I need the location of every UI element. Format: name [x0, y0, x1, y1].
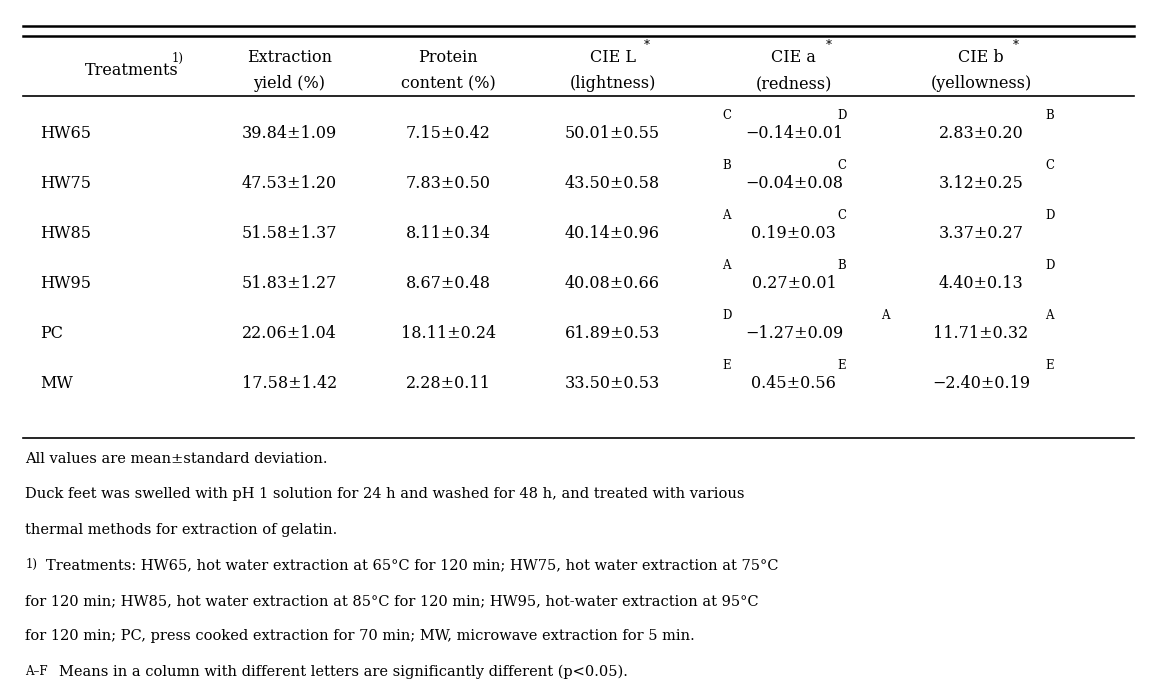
- Text: 50.01±0.55: 50.01±0.55: [565, 125, 661, 142]
- Text: D: D: [722, 309, 731, 322]
- Text: 51.83±1.27: 51.83±1.27: [242, 275, 337, 292]
- Text: HW85: HW85: [40, 225, 91, 242]
- Text: C: C: [1045, 159, 1054, 172]
- Text: HW95: HW95: [40, 275, 91, 292]
- Text: 33.50±0.53: 33.50±0.53: [565, 375, 661, 392]
- Text: A: A: [1045, 309, 1054, 322]
- Text: A: A: [722, 259, 730, 272]
- Text: 43.50±0.58: 43.50±0.58: [565, 175, 661, 192]
- Text: B: B: [1045, 110, 1054, 122]
- Text: B: B: [722, 159, 731, 172]
- Text: Treatments: HW65, hot water extraction at 65°C for 120 min; HW75, hot water extr: Treatments: HW65, hot water extraction a…: [45, 558, 779, 572]
- Text: thermal methods for extraction of gelatin.: thermal methods for extraction of gelati…: [25, 523, 338, 537]
- Text: −0.04±0.08: −0.04±0.08: [745, 175, 843, 192]
- Text: (lightness): (lightness): [569, 75, 656, 92]
- Text: C: C: [838, 209, 847, 222]
- Text: 61.89±0.53: 61.89±0.53: [565, 325, 661, 342]
- Text: B: B: [838, 259, 847, 272]
- Text: 8.11±0.34: 8.11±0.34: [406, 225, 491, 242]
- Text: Duck feet was swelled with pH 1 solution for 24 h and washed for 48 h, and treat: Duck feet was swelled with pH 1 solution…: [25, 487, 745, 501]
- Text: 39.84±1.09: 39.84±1.09: [242, 125, 337, 142]
- Text: HW65: HW65: [40, 125, 91, 142]
- Text: *: *: [1012, 39, 1019, 52]
- Text: Treatments: Treatments: [86, 62, 179, 79]
- Text: CIE b: CIE b: [958, 49, 1004, 66]
- Text: C: C: [722, 110, 731, 122]
- Text: for 120 min; PC, press cooked extraction for 70 min; MW, microwave extraction fo: for 120 min; PC, press cooked extraction…: [25, 630, 695, 644]
- Text: for 120 min; HW85, hot water extraction at 85°C for 120 min; HW95, hot-water ext: for 120 min; HW85, hot water extraction …: [25, 594, 759, 608]
- Text: MW: MW: [40, 375, 73, 392]
- Text: 1): 1): [25, 558, 37, 572]
- Text: 1): 1): [171, 52, 184, 65]
- Text: D: D: [1045, 209, 1054, 222]
- Text: CIE a: CIE a: [772, 49, 817, 66]
- Text: 0.45±0.56: 0.45±0.56: [752, 375, 837, 392]
- Text: E: E: [722, 359, 730, 372]
- Text: −2.40±0.19: −2.40±0.19: [931, 375, 1030, 392]
- Text: 22.06±1.04: 22.06±1.04: [242, 325, 337, 342]
- Text: *: *: [826, 39, 832, 52]
- Text: E: E: [838, 359, 846, 372]
- Text: PC: PC: [40, 325, 62, 342]
- Text: Means in a column with different letters are significantly different (p<0.05).: Means in a column with different letters…: [59, 665, 628, 679]
- Text: 18.11±0.24: 18.11±0.24: [400, 325, 495, 342]
- Text: *: *: [644, 39, 650, 52]
- Text: 2.28±0.11: 2.28±0.11: [406, 375, 491, 392]
- Text: All values are mean±standard deviation.: All values are mean±standard deviation.: [25, 452, 327, 466]
- Text: 11.71±0.32: 11.71±0.32: [934, 325, 1029, 342]
- Text: Extraction: Extraction: [246, 49, 332, 66]
- Text: −1.27±0.09: −1.27±0.09: [745, 325, 843, 342]
- Text: 3.12±0.25: 3.12±0.25: [938, 175, 1024, 192]
- Text: 40.08±0.66: 40.08±0.66: [565, 275, 659, 292]
- Text: CIE L: CIE L: [590, 49, 635, 66]
- Text: 17.58±1.42: 17.58±1.42: [242, 375, 337, 392]
- Text: 47.53±1.20: 47.53±1.20: [242, 175, 337, 192]
- Text: 7.15±0.42: 7.15±0.42: [406, 125, 491, 142]
- Text: 40.14±0.96: 40.14±0.96: [565, 225, 659, 242]
- Text: 4.40±0.13: 4.40±0.13: [938, 275, 1024, 292]
- Text: E: E: [1045, 359, 1054, 372]
- Text: (redness): (redness): [756, 75, 832, 92]
- Text: A–F: A–F: [25, 665, 47, 678]
- Text: D: D: [838, 110, 847, 122]
- Text: 51.58±1.37: 51.58±1.37: [242, 225, 337, 242]
- Text: 7.83±0.50: 7.83±0.50: [406, 175, 491, 192]
- Text: −0.14±0.01: −0.14±0.01: [745, 125, 843, 142]
- Text: D: D: [1045, 259, 1054, 272]
- Text: (yellowness): (yellowness): [930, 75, 1032, 92]
- Text: A: A: [880, 309, 890, 322]
- Text: 0.19±0.03: 0.19±0.03: [752, 225, 837, 242]
- Text: 2.83±0.20: 2.83±0.20: [938, 125, 1024, 142]
- Text: 0.27±0.01: 0.27±0.01: [752, 275, 837, 292]
- Text: HW75: HW75: [40, 175, 91, 192]
- Text: 8.67±0.48: 8.67±0.48: [406, 275, 491, 292]
- Text: A: A: [722, 209, 730, 222]
- Text: content (%): content (%): [400, 75, 495, 92]
- Text: 3.37±0.27: 3.37±0.27: [938, 225, 1024, 242]
- Text: Protein: Protein: [419, 49, 478, 66]
- Text: C: C: [838, 159, 847, 172]
- Text: yield (%): yield (%): [253, 75, 325, 92]
